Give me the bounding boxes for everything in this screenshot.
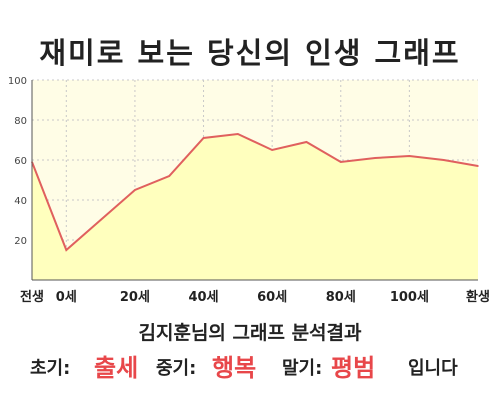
- page-title: 재미로 보는 당신의 인생 그래프: [39, 36, 461, 70]
- x-tick-label: 0세: [56, 290, 77, 305]
- x-tick-label: 전생: [20, 289, 44, 305]
- result-suffix: 입니다: [408, 358, 458, 379]
- early-label: 초기:: [30, 358, 71, 379]
- result-summary: 초기: 출세 중기: 행복 말기: 평범 입니다: [0, 346, 500, 382]
- early-value: 출세: [94, 354, 139, 382]
- middle-value: 행복: [212, 354, 257, 382]
- middle-label: 중기:: [156, 358, 197, 379]
- y-tick-label-20: 20: [14, 236, 27, 247]
- chart-axes: [31, 80, 478, 281]
- x-tick-label: 40세: [189, 290, 219, 305]
- result-heading: 김지훈님의 그래프 분석결과: [138, 322, 362, 344]
- x-tick-label: 80세: [326, 290, 356, 305]
- x-tick-label: 20세: [120, 290, 150, 305]
- y-tick-label-40: 40: [14, 196, 27, 207]
- late-value: 평범: [331, 354, 376, 382]
- y-tick-label-100: 100: [8, 76, 27, 87]
- y-tick-label-60: 60: [14, 156, 27, 167]
- x-tick-label: 100세: [390, 290, 429, 305]
- life-area-fill: [32, 134, 478, 280]
- x-tick-label: 환생: [466, 289, 490, 305]
- life-line-series: [31, 132, 479, 252]
- y-tick-label-80: 80: [14, 116, 27, 127]
- late-label: 말기:: [282, 358, 323, 379]
- tick-labels: 20 40 60 80 100 전생 0세 20세 40세 60세 80세 100세 환생: [8, 76, 490, 305]
- x-tick-label: 60세: [257, 290, 287, 305]
